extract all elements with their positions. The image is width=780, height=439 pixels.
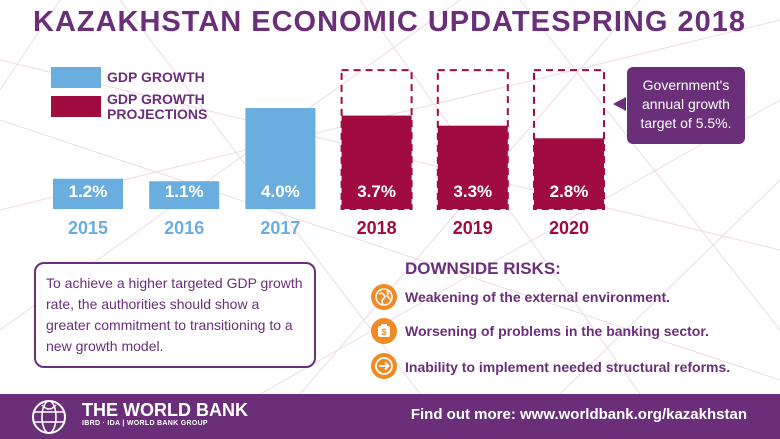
bar-2020 (534, 138, 604, 209)
risk-item-3: Inability to implement needed structural… (405, 359, 731, 375)
legend-swatch-projection (51, 96, 101, 117)
legend-swatch-actual (51, 67, 101, 88)
year-label-2019: 2019 (453, 218, 493, 238)
bar-2019 (437, 125, 508, 209)
money-bag-icon: $ (371, 318, 397, 344)
policy-note-text: To achieve a higher targeted GDP growth … (46, 275, 303, 354)
callout-line-3: target of 5.5%. (640, 115, 732, 131)
callout-line-2: annual growth (642, 96, 730, 112)
legend-label-projection-line1: GDP GROWTH (107, 91, 205, 107)
page-title: KAZAKHSTAN ECONOMIC UPDATE (33, 6, 551, 38)
bar-value-label-2020: 2.8% (550, 182, 589, 201)
callout-pointer (613, 97, 626, 111)
edition-label: SPRING 2018 (551, 6, 746, 38)
bar-2015 (53, 178, 123, 209)
find-out-more-link[interactable]: Find out more: www.worldbank.org/kazakhs… (410, 406, 747, 423)
footer-bar (0, 394, 780, 439)
legend-label-projection-line2: PROJECTIONS (107, 106, 208, 122)
year-label-2020: 2020 (549, 218, 589, 238)
year-label-2015: 2015 (68, 218, 108, 238)
risk-item-1: Weakening of the external environment. (405, 289, 671, 305)
year-label-2016: 2016 (164, 218, 204, 238)
svg-text:$: $ (381, 327, 386, 337)
bar-2018 (341, 115, 412, 209)
world-bank-logo (31, 399, 67, 435)
bar-2016 (149, 181, 220, 209)
gdp-bar-chart: 1.2% 2015 1.1% 2016 4.0% 2017 3.7% 2018 3.3% 2019… (53, 69, 605, 238)
arrow-right-icon (371, 353, 397, 379)
year-label-2017: 2017 (260, 218, 300, 238)
bar-value-label-2018: 3.7% (357, 182, 396, 201)
bar-value-label-2017: 4.0% (261, 182, 300, 201)
bar-value-label-2019: 3.3% (453, 182, 492, 201)
callout-line-1: Government's (642, 77, 730, 93)
legend-label-actual: GDP GROWTH (107, 69, 205, 85)
bar-value-label-2016: 1.1% (165, 182, 204, 201)
risk-item-2: Worsening of problems in the banking sec… (405, 323, 709, 339)
policy-note: To achieve a higher targeted GDP growth … (34, 262, 316, 368)
org-name: THE WORLD BANK (82, 400, 248, 420)
globe-icon (371, 284, 397, 310)
bar-value-label-2015: 1.2% (69, 182, 108, 201)
org-subtitle: IBRD · IDA | WORLD BANK GROUP (82, 420, 208, 427)
target-callout: Government's annual growth target of 5.5… (627, 67, 745, 144)
year-label-2018: 2018 (357, 218, 397, 238)
bar-2017 (245, 108, 316, 209)
risks-heading: DOWNSIDE RISKS: (405, 259, 561, 278)
